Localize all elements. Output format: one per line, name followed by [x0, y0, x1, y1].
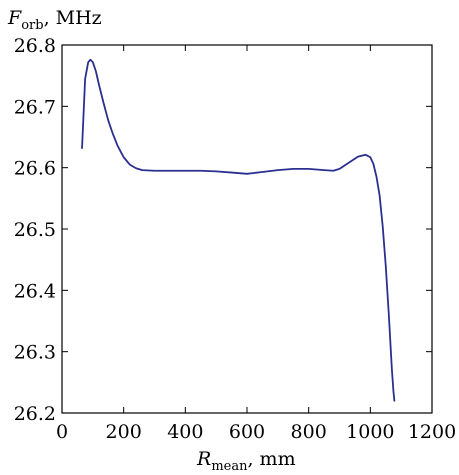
- x-tick-label: 600: [229, 421, 265, 443]
- x-tick-label: 1000: [346, 421, 394, 443]
- x-axis-label-subscript: mean: [211, 459, 248, 474]
- y-axis-label-symbol: F: [7, 7, 22, 29]
- y-axis-label: Forb, MHz: [7, 7, 102, 33]
- y-tick-label: 26.6: [14, 158, 56, 180]
- plot-border: [61, 44, 433, 414]
- y-tick-label: 26.8: [14, 35, 56, 57]
- x-tick-label: 800: [291, 421, 327, 443]
- x-tick-label: 200: [106, 421, 142, 443]
- y-axis-label-unit: , MHz: [44, 7, 102, 29]
- y-tick-label: 26.2: [14, 403, 56, 425]
- series-layer: [81, 58, 396, 402]
- y-tick-label: 26.4: [14, 280, 56, 302]
- x-axis-label-symbol: R: [196, 448, 211, 470]
- y-tick-label: 26.3: [14, 342, 56, 364]
- y-axis-label-subscript: orb: [21, 18, 43, 33]
- x-axis-label-unit: , mm: [247, 448, 295, 470]
- x-tick-label: 0: [56, 421, 68, 443]
- y-tick-label: 26.7: [14, 96, 56, 118]
- y-axis: 26.2 26.3 26.4 26.5 26.6 26.7 26.8: [14, 35, 432, 425]
- series-line: [81, 58, 396, 402]
- x-axis: 0 200 400 600 800 1000 1200: [56, 45, 456, 443]
- y-tick-label: 26.5: [14, 219, 56, 241]
- plot-frame: [61, 44, 433, 414]
- x-axis-label: Rmean, mm: [196, 448, 296, 474]
- x-tick-label: 400: [167, 421, 203, 443]
- x-tick-label: 1200: [408, 421, 456, 443]
